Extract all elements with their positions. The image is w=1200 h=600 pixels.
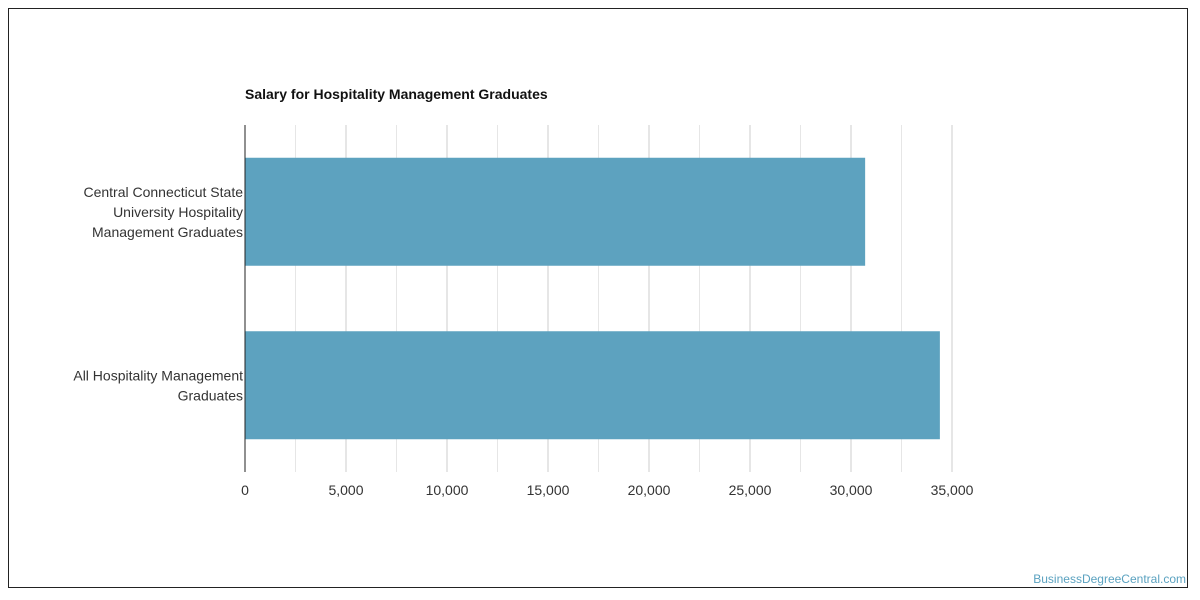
- x-tick-label: 5,000: [328, 482, 363, 498]
- bar: [245, 157, 866, 266]
- x-tick-label: 35,000: [931, 482, 974, 498]
- x-tick-label: 30,000: [830, 482, 873, 498]
- watermark: BusinessDegreeCentral.com: [1033, 572, 1186, 586]
- chart-title: Salary for Hospitality Management Gradua…: [245, 86, 548, 102]
- category-label-line: Graduates: [178, 387, 243, 403]
- x-tick-label: 20,000: [628, 482, 671, 498]
- x-tick-label: 25,000: [729, 482, 772, 498]
- bar: [245, 331, 940, 440]
- x-tick-label: 0: [241, 482, 249, 498]
- x-tick-label: 15,000: [527, 482, 570, 498]
- category-label-line: Management Graduates: [92, 224, 243, 240]
- category-label: Central Connecticut State University Hosp…: [83, 184, 243, 240]
- x-tick-label: 10,000: [426, 482, 469, 498]
- category-label: All Hospitality Management Graduates: [73, 367, 243, 403]
- category-label-line: University Hospitality: [113, 204, 243, 220]
- category-label-line: Central Connecticut State: [83, 184, 243, 200]
- category-label-line: All Hospitality Management: [73, 367, 243, 383]
